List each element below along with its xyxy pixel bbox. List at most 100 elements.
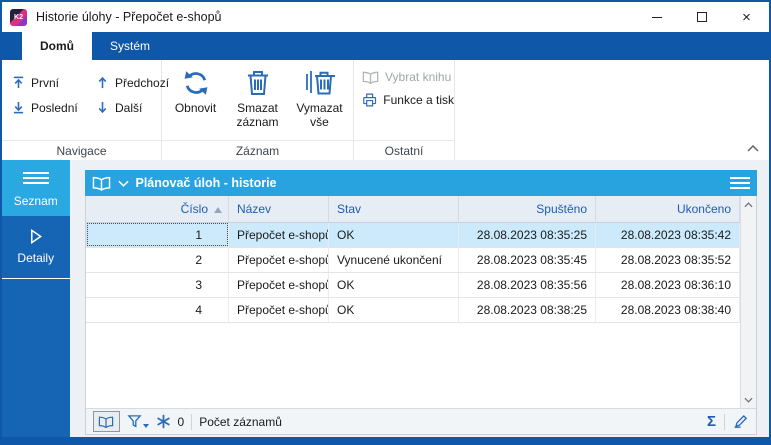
chevron-down-icon[interactable]	[117, 180, 129, 187]
cell-cislo[interactable]: 2	[85, 247, 229, 273]
cell-ukonceno[interactable]: 28.08.2023 08:35:42	[595, 222, 740, 248]
cell-stav[interactable]: Vynucené ukončení	[328, 247, 459, 273]
cell-ukonceno[interactable]: 28.08.2023 08:38:40	[595, 297, 740, 323]
group-label-zaznam: Záznam	[162, 140, 353, 160]
cell-stav[interactable]: OK	[328, 222, 459, 248]
cell-stav[interactable]: OK	[328, 272, 459, 298]
asterisk-button[interactable]	[156, 414, 171, 429]
functions-print-label: Funkce a tisk	[383, 93, 454, 107]
sidebar-item-seznam-label: Seznam	[13, 193, 58, 208]
filter-button[interactable]	[126, 414, 149, 429]
group-label-ostatni: Ostatní	[354, 140, 454, 160]
sidebar-item-seznam[interactable]: Seznam	[2, 160, 70, 216]
close-icon: ×	[742, 8, 751, 26]
cell-nazev[interactable]: Přepočet e-shopů	[228, 272, 329, 298]
table-row[interactable]: 2 Přepočet e-shopů Vynucené ukončení 28.…	[85, 247, 740, 273]
refresh-button[interactable]: Obnovit	[166, 65, 226, 140]
column-header-spusteno[interactable]: Spuštěno	[458, 196, 596, 223]
table-header-row: Číslo Název Stav Spuštěno Ukončeno	[85, 196, 740, 223]
cell-ukonceno[interactable]: 28.08.2023 08:35:52	[595, 247, 740, 273]
minimize-button[interactable]	[634, 2, 679, 32]
cell-spusteno[interactable]: 28.08.2023 08:35:56	[458, 272, 596, 298]
last-label: Poslední	[31, 100, 78, 115]
book-icon	[362, 71, 379, 84]
scrollbar-track[interactable]	[741, 213, 756, 391]
arrow-down-to-bar-icon	[13, 101, 24, 114]
content-area: Seznam Detaily Plánovač úloh - historie	[2, 160, 769, 437]
printer-icon	[363, 93, 377, 107]
separator	[191, 413, 193, 430]
arrow-up-to-bar-icon	[13, 76, 24, 89]
sidebar-item-detaily-label: Detaily	[17, 251, 55, 265]
vertical-scrollbar[interactable]	[740, 196, 756, 408]
last-button[interactable]: Poslední	[12, 95, 96, 120]
table-row[interactable]: 1 Přepočet e-shopů OK 28.08.2023 08:35:2…	[85, 222, 740, 248]
trash-icon	[247, 71, 268, 95]
close-button[interactable]: ×	[724, 2, 769, 32]
tab-system[interactable]: Systém	[110, 39, 151, 53]
functions-print-button[interactable]: Funkce a tisk	[362, 92, 454, 108]
list-icon	[22, 169, 49, 187]
ribbon: První Předchozí Poslední Další Navigace	[2, 60, 769, 160]
tab-domu[interactable]: Domů	[22, 32, 92, 60]
cell-spusteno[interactable]: 28.08.2023 08:35:25	[458, 222, 596, 248]
maximize-icon	[696, 12, 707, 22]
cell-cislo[interactable]: 1	[85, 222, 229, 248]
sidebar-item-detaily[interactable]: Detaily	[2, 216, 70, 279]
maximize-button[interactable]	[679, 2, 724, 32]
record-count-label: Počet záznamů	[199, 414, 282, 429]
edit-button[interactable]	[733, 412, 749, 431]
refresh-label: Obnovit	[174, 101, 217, 115]
cell-cislo[interactable]: 3	[85, 272, 229, 298]
next-label: Další	[115, 100, 143, 115]
table-row[interactable]: 3 Přepočet e-shopů OK 28.08.2023 08:35:5…	[85, 272, 740, 298]
ribbon-collapse-button[interactable]	[747, 141, 759, 155]
ribbon-group-ostatni: Vybrat knihu Funkce a tisk Ostatní	[354, 60, 455, 160]
column-header-nazev[interactable]: Název	[228, 196, 329, 223]
select-book-label: Vybrat knihu	[385, 70, 452, 84]
refresh-icon	[184, 71, 207, 95]
cell-cislo[interactable]: 4	[85, 297, 229, 323]
ribbon-tab-bar: Domů Systém	[2, 32, 769, 60]
cell-nazev[interactable]: Přepočet e-shopů	[228, 247, 329, 273]
column-header-stav[interactable]: Stav	[328, 196, 459, 223]
table-zone: Číslo Název Stav Spuštěno Ukončeno 1 Pře…	[85, 196, 756, 408]
separator	[724, 413, 725, 430]
cell-spusteno[interactable]: 28.08.2023 08:38:25	[458, 297, 596, 323]
cell-stav[interactable]: OK	[328, 297, 459, 323]
sum-button[interactable]: Σ	[706, 413, 716, 430]
chevron-up-icon	[744, 201, 753, 207]
next-button[interactable]: Další	[96, 95, 169, 120]
panel-header: Plánovač úloh - historie	[84, 170, 757, 196]
cell-spusteno[interactable]: 28.08.2023 08:35:45	[458, 247, 596, 273]
cell-ukonceno[interactable]: 28.08.2023 08:36:10	[595, 272, 740, 298]
previous-button[interactable]: Předchozí	[96, 70, 169, 95]
history-table: Číslo Název Stav Spuštěno Ukončeno 1 Pře…	[85, 196, 740, 323]
play-icon	[30, 229, 42, 244]
book-icon	[92, 176, 110, 191]
pencil-icon	[734, 415, 748, 428]
window-title: Historie úlohy - Přepočet e-shopů	[36, 10, 222, 24]
panel-menu-button[interactable]	[730, 174, 750, 192]
cell-nazev[interactable]: Přepočet e-shopů	[228, 222, 329, 248]
column-header-cislo[interactable]: Číslo	[85, 196, 229, 223]
delete-record-button[interactable]: Smazat záznam	[228, 65, 288, 140]
book-icon	[98, 416, 114, 428]
scrollbar-down-button[interactable]	[741, 391, 756, 408]
delete-all-button[interactable]: Vymazat vše	[290, 65, 350, 140]
cell-nazev[interactable]: Přepočet e-shopů	[228, 297, 329, 323]
first-button[interactable]: První	[12, 70, 96, 95]
ribbon-group-navigace: První Předchozí Poslední Další Navigace	[2, 60, 169, 160]
table-row[interactable]: 4 Přepočet e-shopů OK 28.08.2023 08:38:2…	[85, 297, 740, 323]
column-header-ukonceno[interactable]: Ukončeno	[595, 196, 740, 223]
asterisk-icon	[156, 414, 170, 429]
chevron-up-icon	[747, 144, 759, 152]
filter-icon	[126, 415, 142, 428]
arrow-up-icon	[98, 76, 107, 89]
select-book-button[interactable]: Vybrat knihu	[362, 70, 454, 84]
minimize-icon	[651, 16, 662, 18]
scrollbar-up-button[interactable]	[741, 196, 756, 213]
book-view-button[interactable]	[92, 411, 120, 432]
delete-all-label: Vymazat vše	[296, 101, 343, 129]
